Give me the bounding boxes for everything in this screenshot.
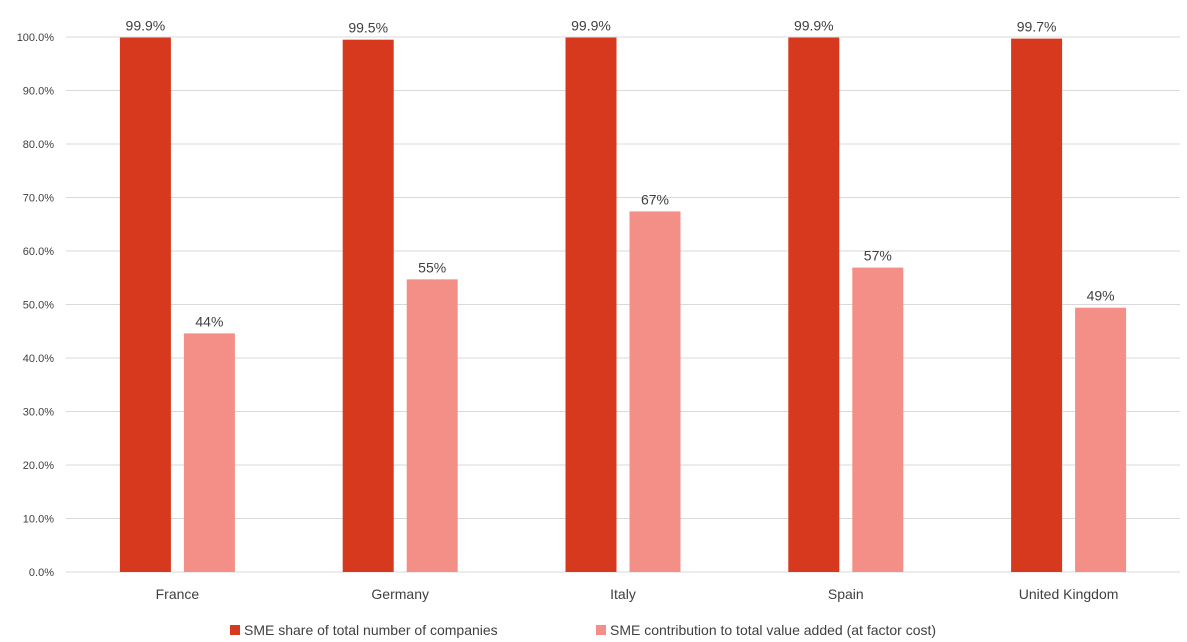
y-tick-label: 90.0% — [23, 86, 54, 98]
bar-share-companies-italy — [565, 37, 617, 573]
bar-value-added-spain — [852, 267, 904, 572]
y-tick-label: 100.0% — [17, 32, 55, 44]
y-tick-label: 30.0% — [23, 407, 54, 419]
x-tick-label: Germany — [371, 586, 429, 602]
x-tick-label: United Kingdom — [1019, 586, 1119, 602]
y-tick-label: 60.0% — [23, 246, 54, 258]
bar-share-companies-france — [119, 37, 171, 573]
bar-share-companies-spain — [788, 37, 840, 573]
data-label: 44% — [195, 313, 223, 329]
data-labels: 99.9% 44% 99.5% 55% 99.9% 67% 99.9% 57% 99.7% 49% — [126, 18, 1115, 330]
data-label: 99.9% — [571, 18, 611, 34]
data-label: 57% — [864, 248, 892, 264]
bar-share-companies-united-kingdom — [1011, 38, 1063, 573]
legend-label-1: SME share of total number of companies — [244, 622, 498, 638]
x-axis: France Germany Italy Spain United Kingdom — [156, 586, 1119, 602]
legend-swatch-1 — [230, 625, 240, 635]
y-tick-label: 40.0% — [23, 353, 54, 365]
data-label: 49% — [1087, 288, 1115, 304]
data-label: 99.7% — [1017, 19, 1057, 35]
x-tick-label: Spain — [828, 586, 864, 602]
y-tick-label: 50.0% — [23, 300, 54, 312]
data-label: 67% — [641, 191, 669, 207]
gridlines — [66, 36, 1180, 573]
bars — [119, 37, 1127, 573]
y-axis: 0.0% 10.0% 20.0% 30.0% 40.0% 50.0% 60.0% 70.0% 8… — [17, 32, 55, 579]
bar-share-companies-germany — [342, 39, 394, 573]
legend-swatch-2 — [596, 625, 606, 635]
bar-value-added-france — [183, 333, 235, 572]
legend: SME share of total number of companies SM… — [230, 622, 936, 638]
y-tick-label: 10.0% — [23, 514, 54, 526]
bar-value-added-italy — [629, 211, 681, 572]
legend-label-2: SME contribution to total value added (a… — [610, 622, 936, 638]
bar-value-added-germany — [406, 279, 458, 572]
y-tick-label: 0.0% — [29, 567, 54, 579]
y-tick-label: 20.0% — [23, 460, 54, 472]
data-label: 55% — [418, 259, 446, 275]
y-tick-label: 80.0% — [23, 139, 54, 151]
data-label: 99.9% — [126, 18, 166, 34]
data-label: 99.9% — [794, 18, 834, 34]
y-tick-label: 70.0% — [23, 193, 54, 205]
data-label: 99.5% — [348, 20, 388, 36]
bar-value-added-united-kingdom — [1075, 307, 1127, 572]
x-tick-label: Italy — [610, 586, 636, 602]
x-tick-label: France — [156, 586, 200, 602]
